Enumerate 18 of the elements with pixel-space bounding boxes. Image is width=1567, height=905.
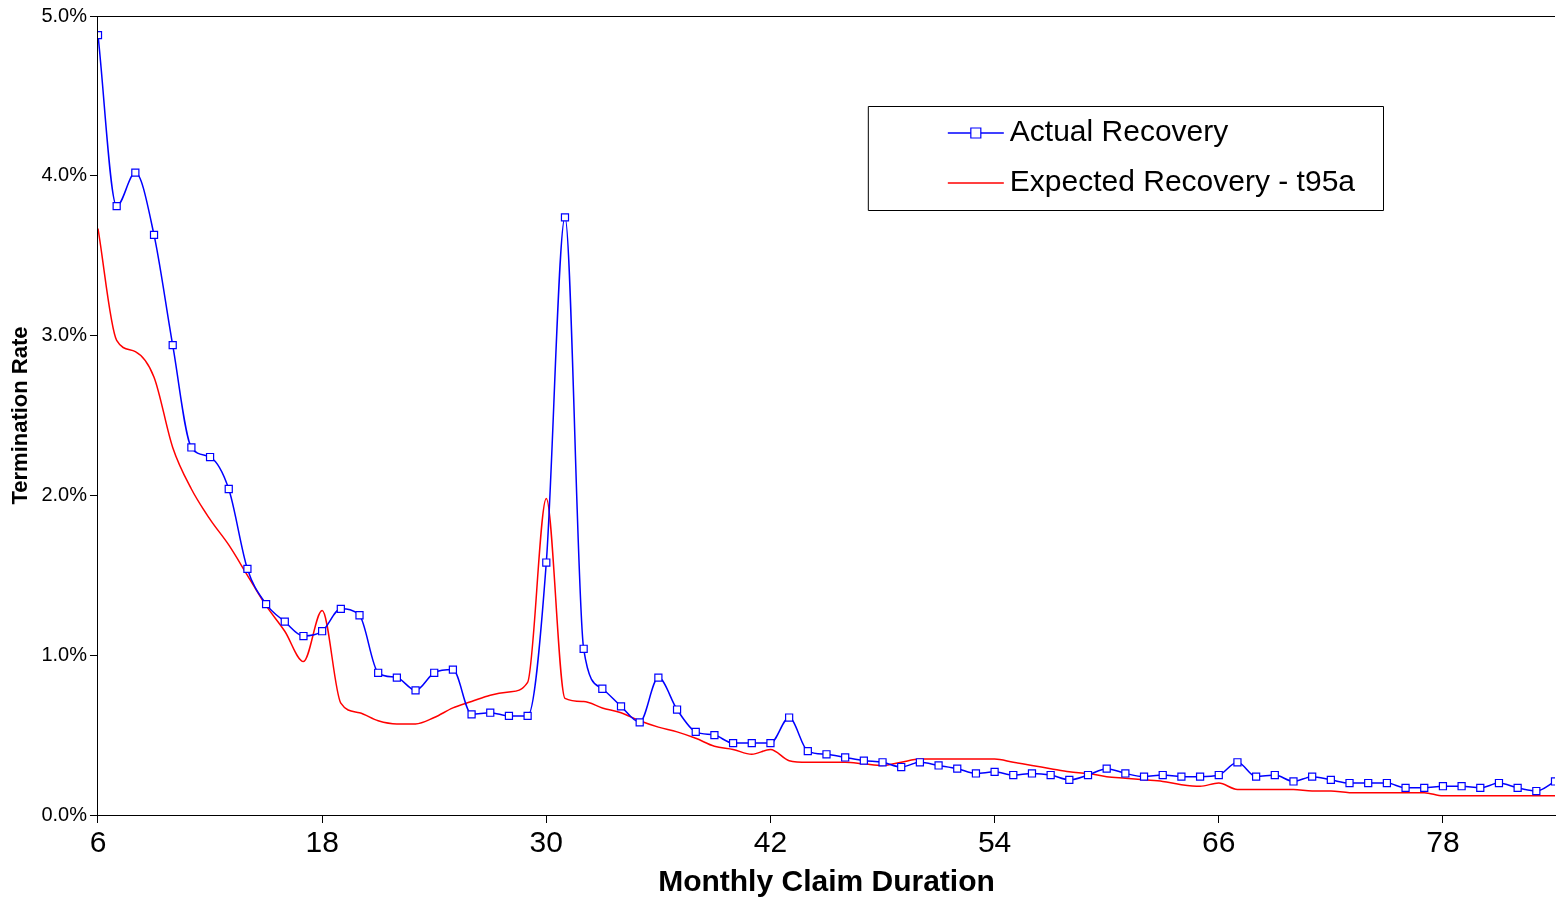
y-tick-label: 4.0% <box>41 163 88 186</box>
x-tick-label: 6 <box>89 825 107 859</box>
x-tick-label: 78 <box>1426 825 1460 859</box>
y-axis-title: Termination Rate <box>7 326 33 505</box>
legend-label: Actual Recovery <box>1009 114 1229 148</box>
legend-label: Expected Recovery - t95a <box>1009 164 1356 198</box>
x-tick-label: 18 <box>305 825 339 859</box>
y-tick-label: 0.0% <box>41 802 88 825</box>
x-tick-label: 42 <box>753 825 788 859</box>
x-tick-label: 66 <box>1202 825 1236 859</box>
y-tick-label: 5.0% <box>41 3 88 26</box>
y-tick-label: 2.0% <box>41 482 88 505</box>
x-tick-label: 30 <box>529 825 563 859</box>
x-tick-label: 54 <box>977 825 1012 859</box>
line-series <box>97 227 1555 797</box>
y-tick-label: 1.0% <box>41 642 88 665</box>
x-axis-title: Monthly Claim Duration <box>658 864 995 898</box>
y-tick-label: 3.0% <box>41 323 88 346</box>
